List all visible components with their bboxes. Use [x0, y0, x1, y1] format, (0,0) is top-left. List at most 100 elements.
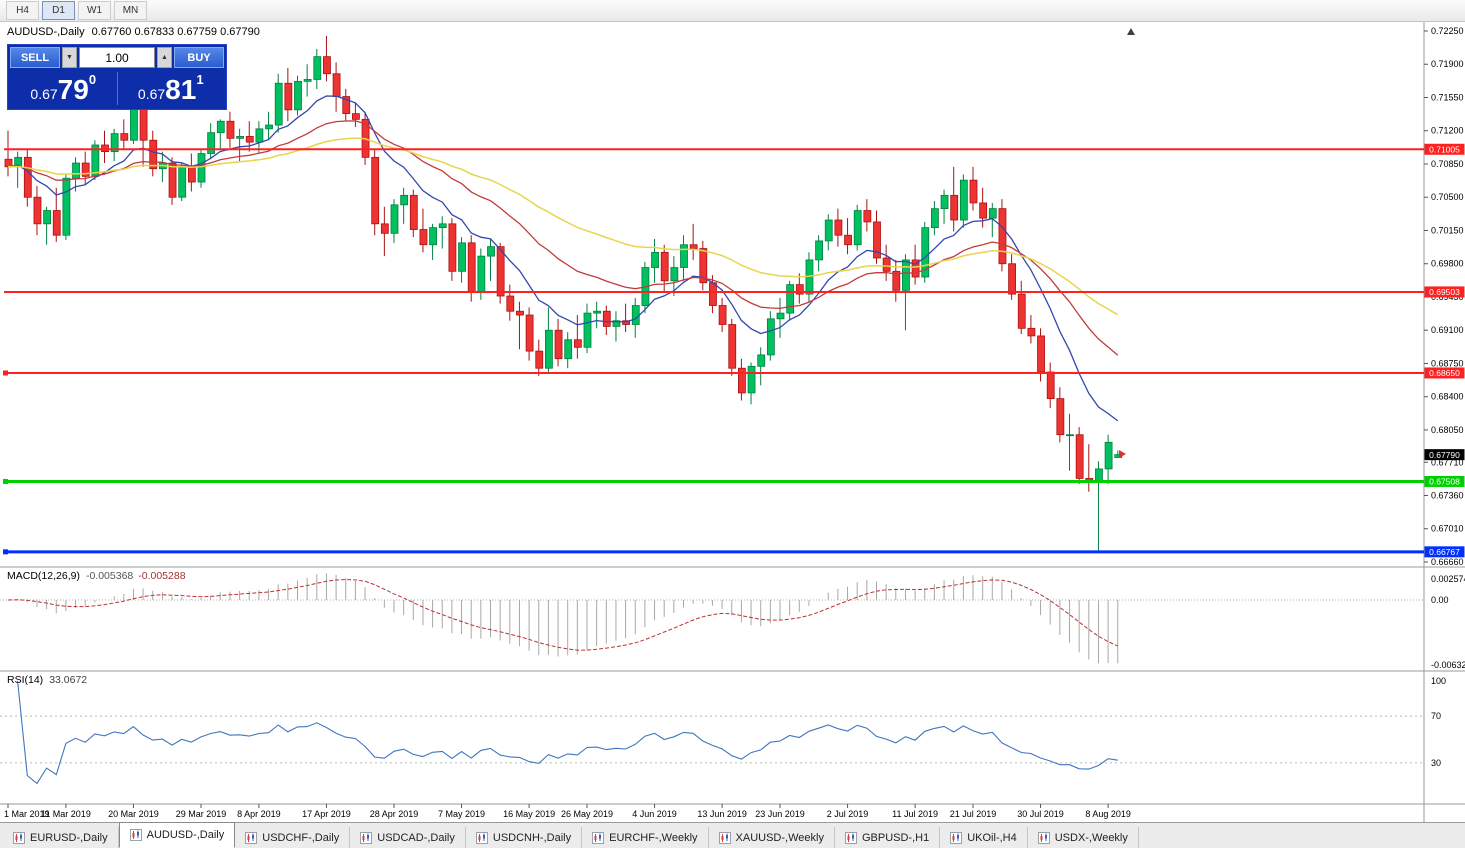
panel-separators[interactable] — [0, 22, 1465, 822]
svg-text:17 Apr 2019: 17 Apr 2019 — [302, 809, 351, 819]
chart-tab-label: AUDUSD-,Daily — [146, 829, 225, 841]
horizontal-line-0.67508[interactable]: 0.67508 — [3, 475, 1465, 487]
bid-pip-digit: 0 — [88, 72, 97, 87]
candlestick-chart-icon — [718, 831, 731, 844]
svg-text:0.71900: 0.71900 — [1431, 59, 1464, 69]
svg-text:4 Jun 2019: 4 Jun 2019 — [632, 809, 677, 819]
svg-text:2 Jul 2019: 2 Jul 2019 — [827, 809, 869, 819]
chart-tab-gbpusd-h1[interactable]: GBPUSD-,H1 — [835, 827, 941, 848]
chart-tab-ukoil-h4[interactable]: UKOil-,H4 — [940, 827, 1028, 848]
horizontal-line-0.71005[interactable]: 0.71005 — [4, 143, 1465, 155]
svg-text:30 Jul 2019: 30 Jul 2019 — [1017, 809, 1064, 819]
chart-tab-label: USDX-,Weekly — [1054, 831, 1128, 844]
chart-tab-label: USDCHF-,Daily — [262, 831, 340, 844]
candlestick-chart-icon — [1037, 831, 1050, 844]
svg-text:0.68050: 0.68050 — [1431, 425, 1464, 435]
chart-window: 0.72250 0.71900 0.71550 0.71200 0.70850 0.705… — [0, 22, 1465, 822]
svg-text:0.70500: 0.70500 — [1431, 192, 1464, 202]
svg-text:30: 30 — [1431, 758, 1441, 768]
chart-tab-label: EURUSD-,Daily — [30, 831, 108, 844]
candlestick-chart-icon — [950, 831, 963, 844]
timeframe-button-h4[interactable]: H4 — [6, 1, 39, 20]
svg-text:0.69100: 0.69100 — [1431, 325, 1464, 335]
timeframe-button-d1[interactable]: D1 — [42, 1, 75, 20]
macd-value-signal: -0.005288 — [138, 570, 186, 582]
ask-base: 0.67 — [137, 86, 166, 102]
candlestick-chart-icon — [475, 831, 488, 844]
candlesticks — [4, 35, 1123, 552]
bid-base: 0.67 — [30, 86, 58, 102]
symbol-period-label: AUDUSD-,Daily — [7, 26, 85, 38]
horizontal-line-0.68650[interactable]: 0.68650 — [3, 367, 1465, 379]
chart-shift-marker[interactable] — [1127, 28, 1135, 35]
chart-title: AUDUSD-,Daily 0.67760 0.67833 0.67759 0.6… — [7, 26, 260, 38]
volume-input[interactable] — [79, 47, 155, 68]
svg-text:0.72250: 0.72250 — [1431, 26, 1464, 36]
ohlc-values: 0.67760 0.67833 0.67759 0.67790 — [91, 26, 260, 38]
chart-tab-label: USDCNH-,Daily — [492, 831, 572, 844]
svg-text:0.69800: 0.69800 — [1431, 259, 1464, 269]
svg-text:0.71550: 0.71550 — [1431, 92, 1464, 102]
svg-text:0.70850: 0.70850 — [1431, 159, 1464, 169]
chart-tab-eurusd-daily[interactable]: EURUSD-,Daily — [3, 827, 119, 848]
svg-text:20 Mar 2019: 20 Mar 2019 — [108, 809, 159, 819]
chart-tab-xauusd-weekly[interactable]: XAUUSD-,Weekly — [709, 827, 835, 848]
svg-text:26 May 2019: 26 May 2019 — [561, 809, 613, 819]
chart-tab-bar: EURUSD-,Daily AUDUSD-,Daily USDCHF-,Daily U… — [0, 822, 1465, 848]
ma-mid-line — [7, 120, 1119, 356]
bid-ask-divider — [116, 72, 118, 105]
svg-text:0.69503: 0.69503 — [1429, 287, 1460, 297]
svg-text:0.002574: 0.002574 — [1431, 574, 1465, 584]
caret-down-icon: ▼ — [66, 54, 73, 61]
svg-text:13 Jun 2019: 13 Jun 2019 — [697, 809, 747, 819]
chart-tab-audusd-daily[interactable]: AUDUSD-,Daily — [118, 822, 236, 848]
svg-text:0.67360: 0.67360 — [1431, 491, 1464, 501]
macd-name: MACD(12,26,9) — [7, 570, 80, 582]
chart-tab-usdcad-daily[interactable]: USDCAD-,Daily — [350, 827, 466, 848]
volume-increase-button[interactable]: ▲ — [157, 47, 172, 68]
candlestick-chart-icon — [844, 831, 857, 844]
chart-tab-label: USDCAD-,Daily — [377, 831, 455, 844]
macd-value-main: -0.005368 — [85, 570, 134, 582]
bid-price-display[interactable]: 0.67 79 0 — [10, 70, 117, 107]
volume-decrease-button[interactable]: ▼ — [62, 47, 77, 68]
candlestick-chart-icon — [13, 831, 25, 844]
chart-tab-label: UKOil-,H4 — [967, 831, 1017, 844]
svg-text:0.71005: 0.71005 — [1429, 144, 1460, 154]
rsi-indicator-label: RSI(14) 33.0672 — [7, 674, 87, 686]
buy-button[interactable]: BUY — [174, 47, 224, 68]
horizontal-line-0.69503[interactable]: 0.69503 — [4, 286, 1465, 298]
price-axis[interactable]: 0.72250 0.71900 0.71550 0.71200 0.70850 0.705… — [1424, 26, 1464, 567]
current-price-tag: 0.67790 — [1424, 449, 1465, 461]
rsi-value: 33.0672 — [49, 674, 88, 686]
chart-tab-usdcnh-daily[interactable]: USDCNH-,Daily — [466, 827, 583, 848]
chart-tab-usdchf-daily[interactable]: USDCHF-,Daily — [235, 827, 351, 848]
caret-up-icon: ▲ — [161, 54, 168, 61]
macd-panel[interactable]: 0.002574 0.00 -0.006326 — [0, 573, 1465, 670]
chart-tab-eurchf-weekly[interactable]: EURCHF-,Weekly — [582, 827, 709, 848]
svg-text:7 May 2019: 7 May 2019 — [438, 809, 485, 819]
chart-tab-label: XAUUSD-,Weekly — [735, 831, 824, 844]
candlestick-chart-icon — [592, 831, 605, 844]
horizontal-line-0.66767[interactable]: 0.66767 — [3, 546, 1465, 558]
rsi-panel[interactable]: 100 70 30 — [0, 676, 1446, 785]
timeframe-button-w1[interactable]: W1 — [78, 1, 111, 20]
ask-price-display[interactable]: 0.67 81 1 — [118, 70, 225, 107]
one-click-trading-panel: SELL ▼ ▲ BUY 0.67 79 0 0.67 81 1 — [7, 44, 227, 110]
svg-text:11 Jul 2019: 11 Jul 2019 — [892, 809, 938, 819]
chart-tab-usdx-weekly[interactable]: USDX-,Weekly — [1028, 827, 1139, 848]
chart-canvas[interactable]: 0.72250 0.71900 0.71550 0.71200 0.70850 0.705… — [0, 22, 1465, 822]
svg-text:0.68750: 0.68750 — [1431, 358, 1464, 368]
svg-text:8 Aug 2019: 8 Aug 2019 — [1085, 809, 1131, 819]
svg-text:0.70150: 0.70150 — [1431, 225, 1464, 235]
svg-text:-0.006326: -0.006326 — [1431, 660, 1465, 670]
sell-button[interactable]: SELL — [10, 47, 60, 68]
chart-tab-label: GBPUSD-,H1 — [861, 831, 930, 844]
candlestick-chart-icon — [360, 831, 373, 844]
svg-text:0.71200: 0.71200 — [1431, 126, 1464, 136]
svg-text:0.67710: 0.67710 — [1431, 457, 1464, 467]
svg-text:0.68650: 0.68650 — [1429, 368, 1460, 378]
timeframe-button-mn[interactable]: MN — [114, 1, 147, 20]
